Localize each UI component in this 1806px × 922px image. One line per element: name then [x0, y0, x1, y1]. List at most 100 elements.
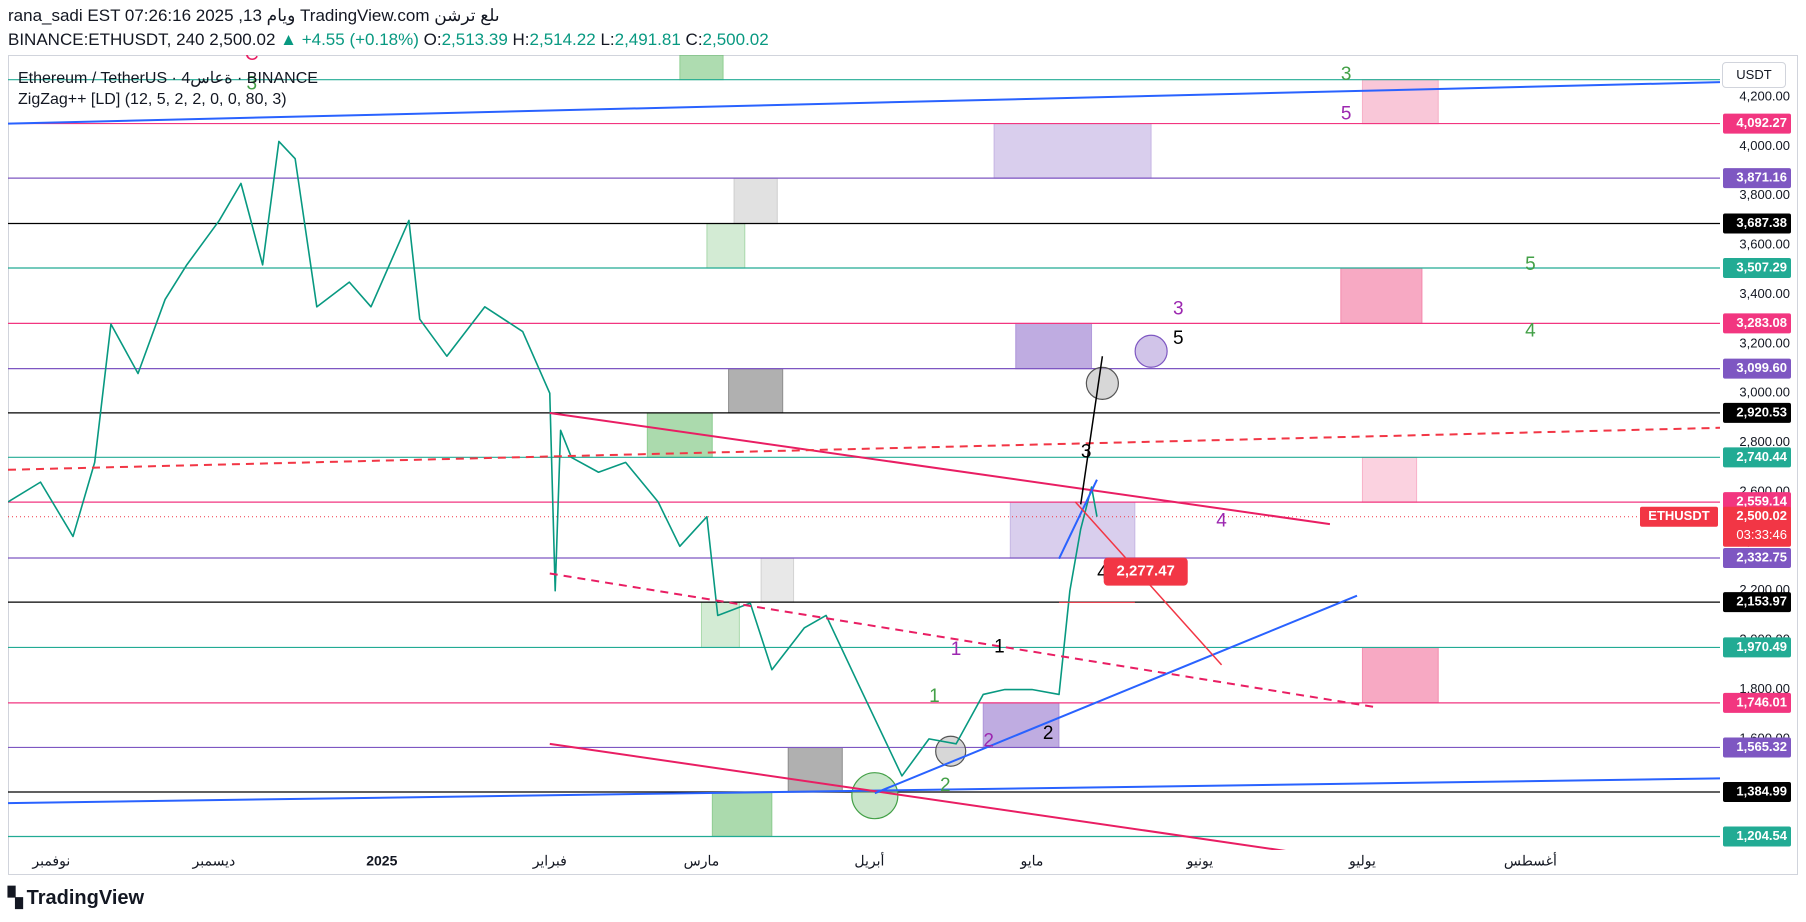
tradingview-logo[interactable]: ▚ TradingView: [8, 887, 144, 910]
trendline-7: [1058, 479, 1098, 560]
level-tag-label-1: 4,092.27: [1736, 115, 1787, 130]
zone-box-7: [728, 368, 784, 414]
zone-box-2: [993, 123, 1152, 179]
close-value: 2,500.02: [702, 30, 769, 49]
level-tag-label-14: 1,565.32: [1736, 739, 1787, 754]
level-tag-11: [1723, 592, 1791, 613]
level-tag-label-7: 2,920.53: [1736, 404, 1787, 419]
x-tick-label-6: مايو: [1019, 853, 1043, 870]
x-tick-label-5: أبريل: [854, 851, 884, 870]
plot-area: C 3 3 5 5 4 3 5 3 4 4 1 1 1 2 2 2: [8, 44, 1720, 850]
x-tick-label-7: يونيو: [1186, 853, 1214, 870]
y-tick-label-10: 3,600.00: [1739, 237, 1790, 252]
zone-box-1: [1361, 79, 1439, 125]
y-tick-label-8: 3,200.00: [1739, 335, 1790, 350]
level-tag-16: [1723, 826, 1791, 847]
trendline-0: [8, 81, 1720, 125]
wave-label-16: 2: [940, 775, 951, 796]
level-tag-15: [1723, 781, 1791, 802]
x-tick-label-9: أغسطس: [1504, 851, 1557, 870]
zone-box-6: [1015, 322, 1093, 370]
wave-label-1: 3: [247, 74, 258, 95]
level-tag-5: [1723, 313, 1791, 334]
level-tag-label-13: 1,746.01: [1736, 694, 1787, 709]
currency-button[interactable]: USDT: [1722, 62, 1786, 88]
wave-label-14: 2: [983, 730, 994, 751]
open-label: O:: [423, 30, 442, 49]
legend-symbol: Ethereum / TetherUS · 4ةعاس · BINANCE: [18, 70, 318, 87]
zone-box-13: [1361, 647, 1439, 704]
wave-label-15: 2: [1043, 723, 1054, 744]
level-tag-label-8: 2,740.44: [1736, 449, 1787, 464]
high-label: H:: [512, 30, 530, 49]
publish-info: rana_sadi EST 07:26:16 2025 ,13 ويام Tra…: [8, 6, 500, 25]
marker-circle-0: [1085, 366, 1119, 400]
symbol-ohlc-line: BINANCE:ETHUSDT, 240 2,500.02 ▲ +4.55 (+…: [8, 30, 769, 50]
level-tag-label-11: 2,153.97: [1736, 594, 1787, 609]
y-tick-label-12: 4,000.00: [1739, 138, 1790, 153]
zone-box-5: [1340, 267, 1423, 324]
wave-label-9: 4: [1216, 511, 1227, 532]
wave-label-8: 3: [1081, 442, 1092, 463]
zone-box-16: [711, 791, 773, 837]
level-tag-4: [1723, 257, 1791, 278]
trendline-2: [549, 412, 1331, 526]
last-price-label: 2,500.02: [1736, 508, 1787, 523]
level-tag-label-3: 3,687.38: [1736, 215, 1787, 230]
low-label: L:: [600, 30, 615, 49]
brand-name: TradingView: [26, 887, 145, 909]
level-tag-14: [1723, 737, 1791, 758]
level-tag-3: [1723, 213, 1791, 234]
wave-label-7: 5: [1173, 328, 1184, 349]
high-value: 2,514.22: [529, 30, 596, 49]
marker-circle-1: [1134, 334, 1168, 368]
x-tick-label-0: نوفمبر: [31, 853, 70, 870]
zone-box-0: [679, 55, 724, 81]
y-tick-label-9: 3,400.00: [1739, 286, 1790, 301]
level-tag-label-6: 3,099.60: [1736, 360, 1787, 375]
level-tag-13: [1723, 692, 1791, 713]
level-tag-1: [1723, 113, 1791, 134]
level-tag-label-16: 1,204.54: [1736, 828, 1787, 843]
level-tag-label-5: 3,283.08: [1736, 315, 1787, 330]
y-tick-label-7: 3,000.00: [1739, 385, 1790, 400]
symbol-interval-price: BINANCE:ETHUSDT, 240 2,500.02: [8, 30, 276, 49]
wave-label-10: 4: [1097, 562, 1108, 583]
level-tag-label-10: 2,332.75: [1736, 549, 1787, 564]
marker-circle-3: [851, 772, 899, 820]
zone-box-3: [733, 177, 778, 225]
x-tick-label-1: ديسمبر: [192, 853, 236, 870]
zone-box-14: [982, 702, 1060, 749]
wave-label-12: 1: [994, 637, 1005, 658]
level-tag-8: [1723, 447, 1791, 468]
level-tag-2: [1723, 168, 1791, 189]
level-tag-label-15: 1,384.99: [1736, 783, 1787, 798]
level-tag-label-12: 1,970.49: [1736, 639, 1787, 654]
bar-countdown-label: 03:33:46: [1736, 527, 1787, 542]
open-value: 2,513.39: [441, 30, 508, 49]
trendline-1: [8, 777, 1720, 805]
level-tag-6: [1723, 358, 1791, 379]
trendline-4: [8, 426, 1720, 471]
symbol-tag-label: ETHUSDT: [1648, 508, 1709, 523]
legend-indicator[interactable]: ZigZag++ [LD] (12, 5, 2, 2, 0, 0, 80, 3): [18, 91, 287, 108]
wave-label-4: 5: [1525, 254, 1536, 275]
last-price-tag: [1723, 506, 1791, 547]
close-label: C:: [685, 30, 703, 49]
level-tag-label-2: 3,871.16: [1736, 170, 1787, 185]
wave-label-11: 1: [951, 639, 962, 660]
chart-pane[interactable]: [8, 55, 1798, 875]
level-tag-12: [1723, 637, 1791, 658]
x-tick-label-8: يوليو: [1348, 853, 1376, 870]
wave-label-2: 3: [1341, 64, 1352, 85]
callout-box: [1103, 557, 1188, 586]
y-tick-label-1: 1,800.00: [1739, 681, 1790, 696]
zone-box-9: [1361, 456, 1418, 503]
up-triangle-icon: ▲: [280, 30, 297, 49]
wave-label-3: 5: [1341, 103, 1352, 124]
wave-label-0: C: [245, 44, 259, 65]
x-tick-label-4: مارس: [684, 853, 720, 870]
price-change: +4.55 (+0.18%): [301, 30, 419, 49]
zone-box-11: [760, 557, 795, 603]
